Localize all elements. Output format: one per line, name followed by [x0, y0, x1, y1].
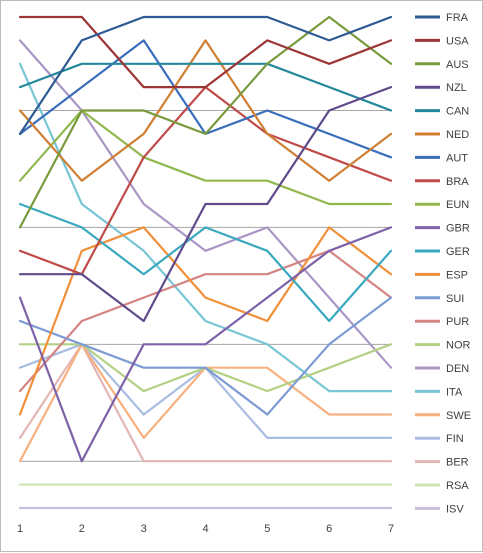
x-tick-label: 7 [388, 523, 394, 535]
legend-label-fin: FIN [446, 433, 464, 445]
legend-label-nor: NOR [446, 340, 471, 352]
legend-label-fra: FRA [446, 12, 469, 24]
series-line-usa [18, 15, 393, 89]
legend-label-ned: NED [446, 129, 469, 141]
series-line-fra [18, 15, 393, 135]
x-tick-label: 6 [326, 523, 332, 535]
legend-label-gbr: GBR [446, 223, 470, 235]
x-tick-label: 4 [202, 523, 208, 535]
legend-label-aut: AUT [446, 152, 468, 164]
series-lines [18, 15, 393, 510]
series-line-aut [18, 39, 393, 159]
legend-label-can: CAN [446, 106, 469, 118]
legend-label-bra: BRA [446, 176, 469, 188]
x-axis: 1 2 3 4 5 6 7 [17, 507, 394, 535]
x-tick-label: 5 [264, 523, 270, 535]
x-tick-label: 1 [17, 523, 23, 535]
legend-label-esp: ESP [446, 269, 468, 281]
series-line-esp [18, 226, 393, 416]
series-line-sui [18, 296, 393, 416]
legend-label-rsa: RSA [446, 480, 469, 492]
legend-label-nzl: NZL [446, 82, 467, 94]
series-line-ned [18, 39, 393, 182]
series-line-nzl [18, 85, 393, 323]
legend-label-swe: SWE [446, 410, 471, 422]
legend-label-pur: PUR [446, 316, 469, 328]
legend-label-sui: SUI [446, 293, 464, 305]
series-line-aus [18, 15, 393, 229]
legend-label-usa: USA [446, 35, 469, 47]
legend-label-ger: GER [446, 246, 470, 258]
legend-label-den: DEN [446, 363, 469, 375]
legend-label-aus: AUS [446, 59, 469, 71]
gridlines [20, 110, 391, 462]
legend: FRA USA AUS NZL CAN NED AUT BRA EUN GBR GER ESP SUI P… [415, 12, 471, 515]
series-line-gbr [18, 226, 393, 463]
x-tick-label: 3 [141, 523, 147, 535]
series-line-ita [18, 62, 393, 393]
series-line-can [18, 62, 393, 112]
legend-label-eun: EUN [446, 199, 469, 211]
legend-label-ita: ITA [446, 386, 463, 398]
series-line-ger [18, 202, 393, 323]
legend-label-ber: BER [446, 457, 469, 469]
legend-label-isv: ISV [446, 503, 464, 515]
x-tick-label: 2 [79, 523, 85, 535]
